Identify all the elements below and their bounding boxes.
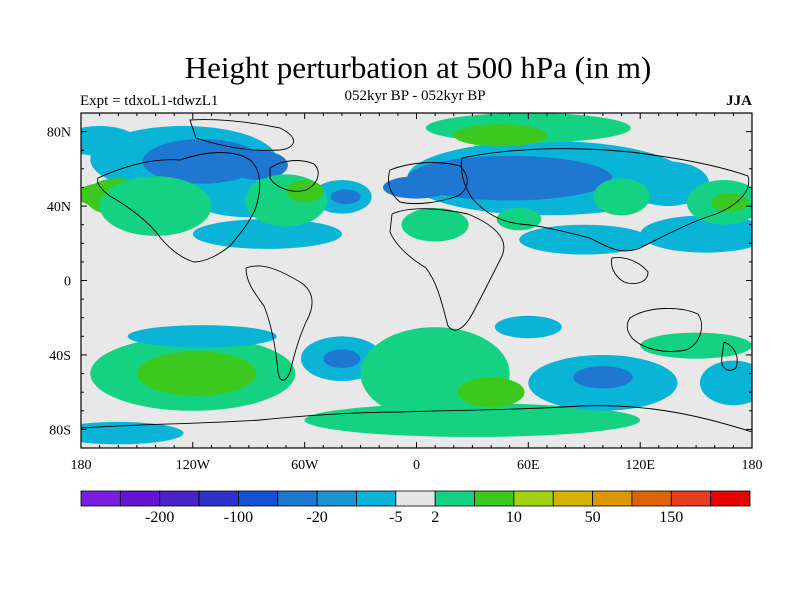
field-region-1: [142, 139, 262, 184]
y-tick-label: 80N: [47, 126, 71, 141]
coastline-5: [389, 208, 505, 331]
field-region-16: [99, 176, 212, 236]
field-region-33: [457, 377, 525, 408]
y-tick-label: 40N: [47, 200, 71, 215]
colorbar-label: -100: [224, 509, 253, 526]
field-region-39: [81, 421, 184, 445]
y-tick-label: 80S: [49, 423, 71, 438]
colorbar-label: -20: [306, 509, 327, 526]
colorbar-box-8: [395, 490, 436, 507]
colorbar-label: 150: [659, 509, 683, 526]
colorbar-box-2: [159, 490, 200, 507]
x-tick-label: 60E: [517, 458, 540, 473]
axis-ticks: 180 120W 60W 0 60E 120E 180 80N 40N 0 40S 80S: [47, 112, 763, 473]
field-region-11: [519, 224, 650, 255]
coastline-2: [189, 119, 294, 151]
colorbar-box-0: [80, 490, 121, 507]
x-tick-label: 120E: [625, 458, 655, 473]
coastline-4: [388, 162, 468, 205]
colorbar-label: 10: [506, 509, 522, 526]
field-region-25: [711, 193, 749, 212]
y-tick-label: 40S: [49, 349, 71, 364]
coastline-6: [461, 148, 750, 252]
experiment-label: Expt = tdxoL1-tdwzL1: [80, 93, 219, 109]
page-title: Height perturbation at 500 hPa (in m): [184, 50, 652, 85]
colorbar-box-6: [316, 490, 357, 507]
field-region-23: [593, 178, 650, 216]
field-region-22: [453, 124, 547, 147]
field-region-38: [640, 332, 752, 359]
colorbar-box-5: [277, 490, 318, 507]
field-region-36: [494, 315, 562, 339]
coastline-3: [245, 265, 313, 381]
field-region-20: [496, 207, 542, 231]
y-tick-label: 0: [64, 275, 71, 290]
colorbar: -200 -100 -20 -5 2 10 50 150: [80, 490, 751, 526]
coastline-8: [626, 307, 702, 352]
colorbar-box-14: [631, 490, 672, 507]
colorbar-label: -200: [145, 509, 174, 526]
colorbar-box-15: [670, 490, 712, 507]
field-region-27: [137, 351, 257, 396]
field-region-7: [407, 155, 613, 201]
colorbar-label: 2: [431, 509, 439, 526]
x-tick-label: 120W: [176, 458, 211, 473]
field-region-19: [401, 207, 469, 242]
field-region-30: [323, 349, 361, 369]
colorbar-box-3: [198, 490, 239, 507]
period-label: 052kyr BP - 052kyr BP: [344, 88, 486, 104]
colorbar-box-9: [434, 490, 475, 507]
x-tick-label: 180: [71, 458, 92, 473]
contour-field: [81, 113, 752, 445]
coastline-9: [721, 341, 738, 371]
field-region-28: [127, 325, 277, 348]
colorbar-box-1: [119, 490, 161, 507]
coastline-0: [97, 152, 261, 263]
coastline-1: [269, 160, 319, 192]
colorbar-box-10: [474, 490, 515, 507]
colorbar-box-11: [513, 490, 554, 507]
colorbar-label: -5: [389, 509, 402, 526]
colorbar-box-13: [592, 490, 633, 507]
coastlines: [81, 119, 752, 433]
season-label: JJA: [726, 93, 752, 109]
field-region-18: [286, 180, 324, 203]
colorbar-box-7: [356, 490, 397, 507]
colorbar-label: 50: [585, 509, 601, 526]
field-region-5: [330, 189, 361, 205]
colorbar-box-4: [238, 490, 279, 507]
field-region-37: [699, 360, 752, 406]
colorbar-box-12: [552, 490, 593, 507]
x-tick-label: 60W: [291, 458, 319, 473]
coastline-7: [611, 257, 649, 284]
field-region-35: [573, 366, 633, 389]
coastline-10: [81, 405, 752, 433]
field-region-10: [640, 215, 752, 253]
field-region-8: [383, 176, 450, 199]
field-region-2: [228, 150, 288, 181]
x-tick-label: 180: [742, 458, 763, 473]
field-region-12: [81, 126, 137, 156]
x-tick-label: 0: [413, 458, 420, 473]
field-region-13: [192, 219, 342, 249]
colorbar-box-16: [710, 490, 751, 507]
